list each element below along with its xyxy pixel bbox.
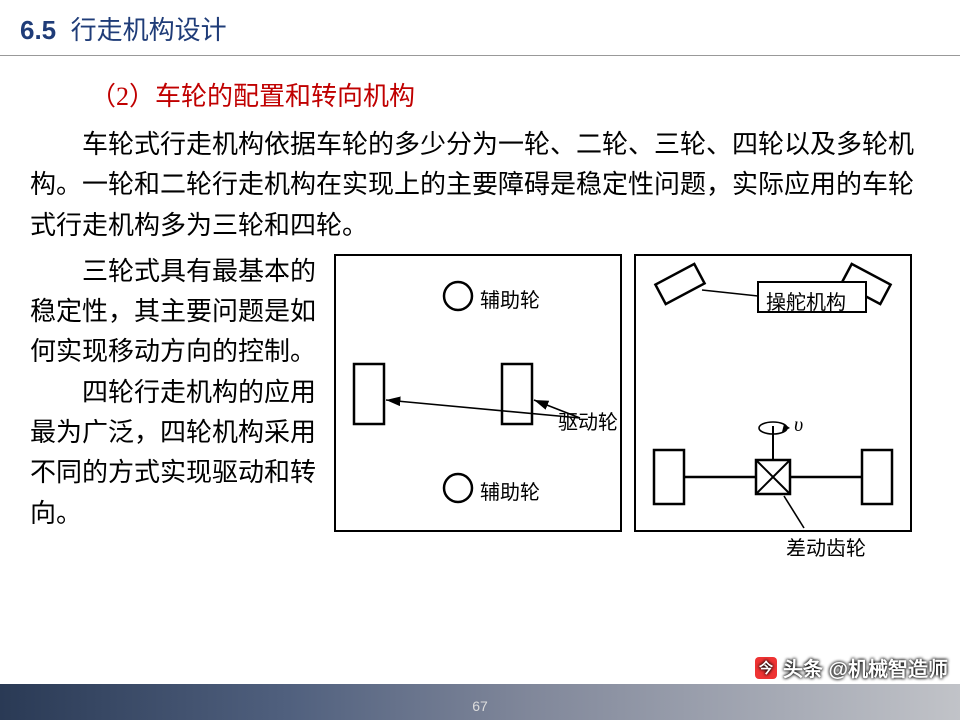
watermark-icon: 今 — [755, 657, 777, 679]
page-number: 67 — [0, 698, 960, 714]
paragraph-3: 四轮行走机构的应用最为广泛，四轮机构采用不同的方式实现驱动和转向。 — [30, 373, 320, 534]
watermark: 今 头条 @机械智造师 — [755, 653, 948, 682]
label-drive: 驱动轮 — [558, 406, 618, 435]
paragraph-2: 三轮式具有最基本的稳定性，其主要问题是如何实现移动方向的控制。 — [30, 252, 320, 373]
slide-header: 6.5 行走机构设计 — [0, 0, 960, 56]
lower-row: 三轮式具有最基本的稳定性，其主要问题是如何实现移动方向的控制。 四轮行走机构的应… — [30, 252, 930, 534]
section-number: 6.5 — [20, 15, 56, 45]
section-title: 行走机构设计 — [71, 15, 227, 45]
label-steering: 操舵机构 — [766, 286, 846, 315]
paragraph-1: 车轮式行走机构依据车轮的多少分为一轮、二轮、三轮、四轮以及多轮机构。一轮和二轮行… — [30, 125, 930, 246]
watermark-text: 头条 @机械智造师 — [783, 653, 948, 682]
label-aux-top: 辅助轮 — [480, 284, 540, 313]
label-speed: υ — [794, 414, 803, 437]
left-text-column: 三轮式具有最基本的稳定性，其主要问题是如何实现移动方向的控制。 四轮行走机构的应… — [30, 252, 320, 534]
slide-content: （2）车轮的配置和转向机构 车轮式行走机构依据车轮的多少分为一轮、二轮、三轮、四… — [0, 56, 960, 534]
subtitle: （2）车轮的配置和转向机构 — [30, 76, 930, 113]
label-diff-gear: 差动齿轮 — [786, 532, 866, 561]
diagram-four-wheel: 操舵机构 υ 差动齿轮 — [634, 254, 912, 532]
diagram-area: 辅助轮 驱动轮 辅助轮 — [320, 252, 930, 534]
diagram-three-wheel: 辅助轮 驱动轮 辅助轮 — [334, 254, 622, 532]
label-aux-bottom: 辅助轮 — [480, 476, 540, 505]
